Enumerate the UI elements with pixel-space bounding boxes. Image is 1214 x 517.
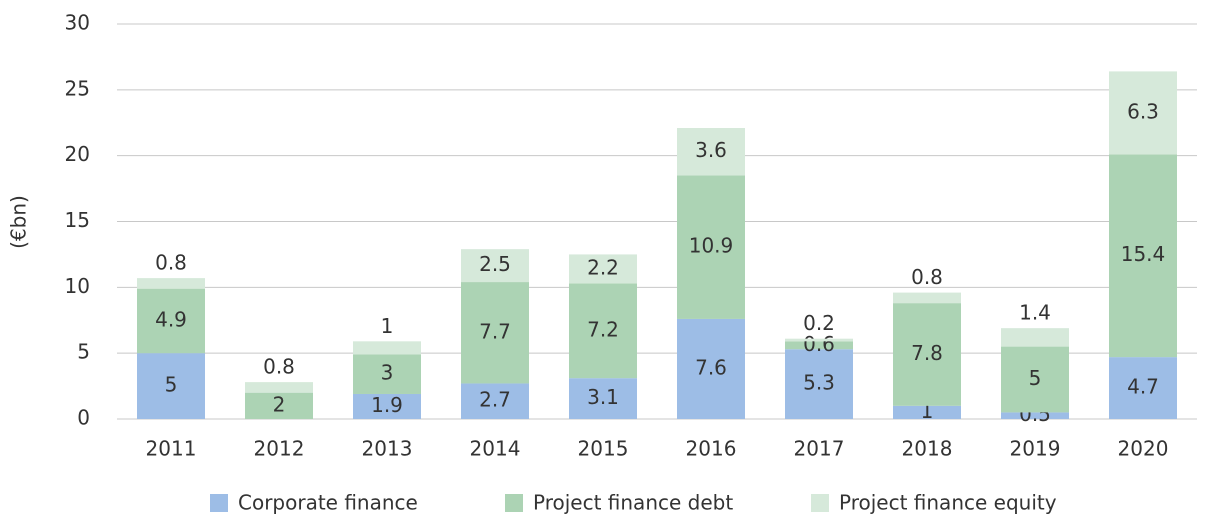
- data-label: 4.7: [1127, 375, 1159, 399]
- y-tick-label: 10: [65, 274, 90, 298]
- bar-segment: [245, 382, 313, 393]
- bar-segment: [677, 175, 745, 319]
- bar-segment: [1001, 328, 1069, 347]
- data-label: 0.6: [803, 332, 835, 356]
- y-tick-label: 30: [65, 11, 90, 35]
- x-tick-label: 2014: [470, 437, 521, 461]
- x-tick-label: 2016: [686, 437, 737, 461]
- bar-segment: [785, 341, 853, 350]
- bar-segment: [893, 292, 961, 304]
- legend-label: Project finance equity: [839, 491, 1057, 515]
- x-tick-label: 2020: [1118, 437, 1169, 461]
- x-tick-label: 2012: [254, 437, 305, 461]
- data-label: 1.9: [371, 393, 403, 417]
- data-label: 10.9: [689, 234, 734, 258]
- data-label: 2.2: [587, 255, 619, 279]
- bar-segment: [461, 383, 529, 419]
- bar-segment: [569, 283, 637, 379]
- bar-segment: [353, 354, 421, 394]
- bar-segment: [137, 353, 205, 419]
- bar-segment: [569, 378, 637, 419]
- bar-segment: [1109, 154, 1177, 358]
- data-label: 15.4: [1121, 242, 1166, 266]
- data-label: 1.4: [1019, 301, 1051, 325]
- bar-segment: [461, 282, 529, 384]
- data-label: 7.8: [911, 341, 943, 365]
- bar-segment: [1109, 71, 1177, 155]
- data-label: 7.6: [695, 355, 727, 379]
- x-tick-label: 2015: [578, 437, 629, 461]
- legend-label: Project finance debt: [533, 491, 733, 515]
- bar-segment: [461, 249, 529, 283]
- bar-segment: [1001, 346, 1069, 413]
- data-label: 5: [165, 373, 178, 397]
- legend-swatch: [811, 494, 829, 512]
- bar-segment: [785, 338, 853, 342]
- legend-label: Corporate finance: [238, 491, 418, 515]
- bar-segment: [569, 254, 637, 284]
- bar-segment: [137, 278, 205, 289]
- data-label: 7.2: [587, 317, 619, 341]
- x-tick-label: 2013: [362, 437, 413, 461]
- data-label: 0.8: [911, 265, 943, 289]
- data-label: 5.3: [803, 371, 835, 395]
- bar-segment: [353, 341, 421, 355]
- data-label: 0.8: [263, 355, 295, 379]
- bar-segment: [893, 405, 961, 419]
- bar-segment: [137, 288, 205, 354]
- x-tick-label: 2018: [902, 437, 953, 461]
- data-label: 5: [1029, 366, 1042, 390]
- x-tick-label: 2019: [1010, 437, 1061, 461]
- y-axis-label: (€bn): [7, 195, 31, 249]
- y-tick-label: 15: [65, 208, 90, 232]
- y-tick-label: 0: [77, 406, 90, 430]
- data-label: 2.5: [479, 252, 511, 276]
- data-label: 3.1: [587, 385, 619, 409]
- bar-segment: [245, 392, 313, 419]
- legend-swatch: [505, 494, 523, 512]
- y-tick-label: 20: [65, 142, 90, 166]
- bar-segment: [677, 128, 745, 176]
- data-label: 3.6: [695, 138, 727, 162]
- x-tick-label: 2017: [794, 437, 845, 461]
- data-label: 0.8: [155, 251, 187, 275]
- data-label: 0.2: [803, 311, 835, 335]
- data-label: 4.9: [155, 307, 187, 331]
- bar-segment: [353, 393, 421, 419]
- bar-segment: [893, 303, 961, 406]
- bar-segment: [677, 318, 745, 419]
- data-label: 6.3: [1127, 99, 1159, 123]
- data-label: 2: [273, 392, 286, 416]
- bar-segment: [1109, 357, 1177, 419]
- data-label: 7.7: [479, 319, 511, 343]
- data-label: 3: [381, 361, 394, 385]
- data-label: 2.7: [479, 388, 511, 412]
- legend-swatch: [210, 494, 228, 512]
- y-tick-label: 5: [77, 340, 90, 364]
- bar-segment: [785, 349, 853, 419]
- x-tick-label: 2011: [146, 437, 197, 461]
- bar-segment: [1001, 412, 1069, 419]
- y-tick-label: 25: [65, 76, 90, 100]
- data-label: 1: [381, 314, 394, 338]
